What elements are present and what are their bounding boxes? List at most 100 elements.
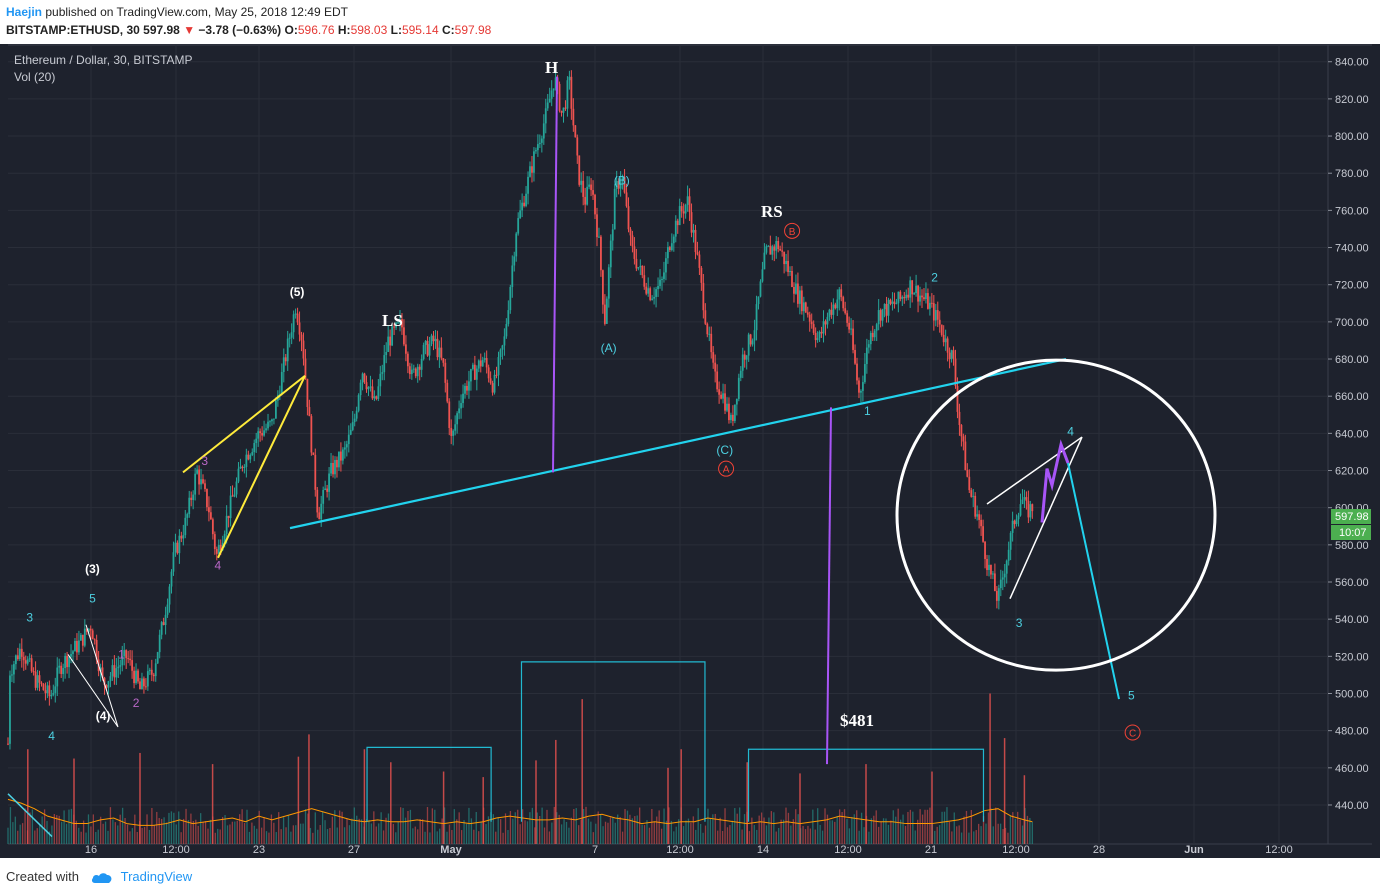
candle-body [432, 335, 435, 342]
candle-body [883, 303, 886, 310]
candle-body [686, 196, 689, 205]
candle-body [416, 366, 419, 377]
time-axis[interactable]: 16 12:00 23 27 May 7 12:00 14 12:00 21 12:00 28 Jun 1… [85, 844, 1293, 856]
chart-title: Ethereum / Dollar, 30, BITSTAMP [14, 53, 193, 67]
candle-body [184, 517, 187, 536]
author-link[interactable]: Haejin [6, 5, 43, 19]
candle-body [704, 310, 707, 324]
candle-body [259, 431, 262, 434]
candle-body [767, 245, 770, 247]
candle-body [284, 357, 287, 362]
candle-body [497, 357, 500, 376]
candle-body [708, 333, 711, 335]
candle-body [452, 430, 455, 436]
candle-body [511, 265, 514, 288]
candle-body [995, 590, 998, 601]
candle-body [730, 414, 732, 421]
candle-body [804, 302, 807, 313]
candle-body [753, 330, 756, 341]
candle-body [848, 322, 851, 330]
candle-body [986, 558, 988, 571]
candle-body [38, 675, 41, 683]
candle-body [336, 459, 338, 468]
candle-body [196, 469, 199, 474]
candle-body [572, 108, 575, 126]
candle-body [692, 229, 695, 233]
candle-body [842, 297, 845, 309]
candle-body [802, 302, 805, 312]
candle-body [34, 671, 37, 688]
time-tick-label: Jun [1184, 844, 1204, 856]
candle-body [509, 287, 512, 311]
candle-body [785, 260, 787, 265]
price-tick-label: 780.00 [1335, 168, 1369, 180]
candle-body [915, 285, 917, 294]
candle-body [424, 340, 427, 345]
candle-body [349, 429, 352, 435]
candle-body [970, 490, 973, 497]
candle-body [24, 660, 27, 664]
candle-body [554, 77, 557, 89]
candle-body [749, 334, 752, 345]
candle-body [119, 665, 122, 667]
candle-body [862, 382, 864, 391]
candle-body [893, 301, 896, 304]
candle-body [468, 381, 470, 391]
candle-body [345, 444, 348, 448]
candle-body [789, 270, 791, 273]
small-triangle [67, 624, 119, 728]
candle-body [897, 291, 900, 304]
candle-body [434, 338, 437, 342]
candle-body [1021, 499, 1024, 505]
candle-body [213, 534, 216, 550]
candle-body [867, 344, 870, 348]
candle-body [227, 515, 230, 519]
candle-body [316, 489, 319, 513]
time-tick-label: 12:00 [162, 844, 190, 856]
candle-body [48, 685, 51, 697]
candle-body [535, 150, 537, 152]
candle-body [487, 367, 490, 379]
tradingview-brand-link[interactable]: TradingView [120, 869, 193, 884]
candle-body [267, 421, 269, 429]
candle-body [735, 398, 738, 405]
time-tick-label: 14 [757, 844, 769, 856]
candle-body [527, 176, 529, 194]
candle-body [791, 270, 793, 288]
target-projection-line [826, 407, 832, 765]
candle-body [887, 299, 890, 316]
candle-body [52, 692, 55, 695]
candle-body [672, 236, 675, 244]
candle-body [665, 258, 667, 273]
candle-body [273, 418, 275, 420]
price-tick-label: 640.00 [1335, 428, 1369, 440]
symbol-label[interactable]: BITSTAMP:ETHUSD, 30 [6, 23, 140, 37]
candle-body [1009, 532, 1012, 550]
candle-body [613, 188, 616, 230]
candle-body [830, 309, 833, 315]
candle-body [328, 473, 330, 492]
candle-body [123, 650, 126, 657]
candle-body [538, 142, 541, 145]
candle-body [858, 380, 860, 393]
candle-body [133, 670, 135, 684]
candle-body [960, 424, 963, 437]
candle-body [314, 454, 317, 490]
candle-body [198, 469, 200, 485]
candle-body [158, 634, 161, 653]
rising-wedge-lower [1009, 436, 1083, 600]
candle-body [176, 542, 179, 554]
candle-body [489, 378, 492, 384]
candle-body [347, 434, 350, 445]
price-tick-label: 680.00 [1335, 354, 1369, 366]
candle-body [964, 441, 967, 470]
candle-body [558, 84, 561, 111]
candle-body [466, 385, 468, 391]
candle-body [286, 338, 289, 362]
candle-body [192, 494, 195, 501]
candle-body [135, 670, 137, 684]
price-axis[interactable]: 440.00 460.00 480.00 500.00 520.00 540.00 560.… [1328, 57, 1369, 812]
candle-body [771, 246, 774, 255]
candle-body [810, 321, 813, 325]
